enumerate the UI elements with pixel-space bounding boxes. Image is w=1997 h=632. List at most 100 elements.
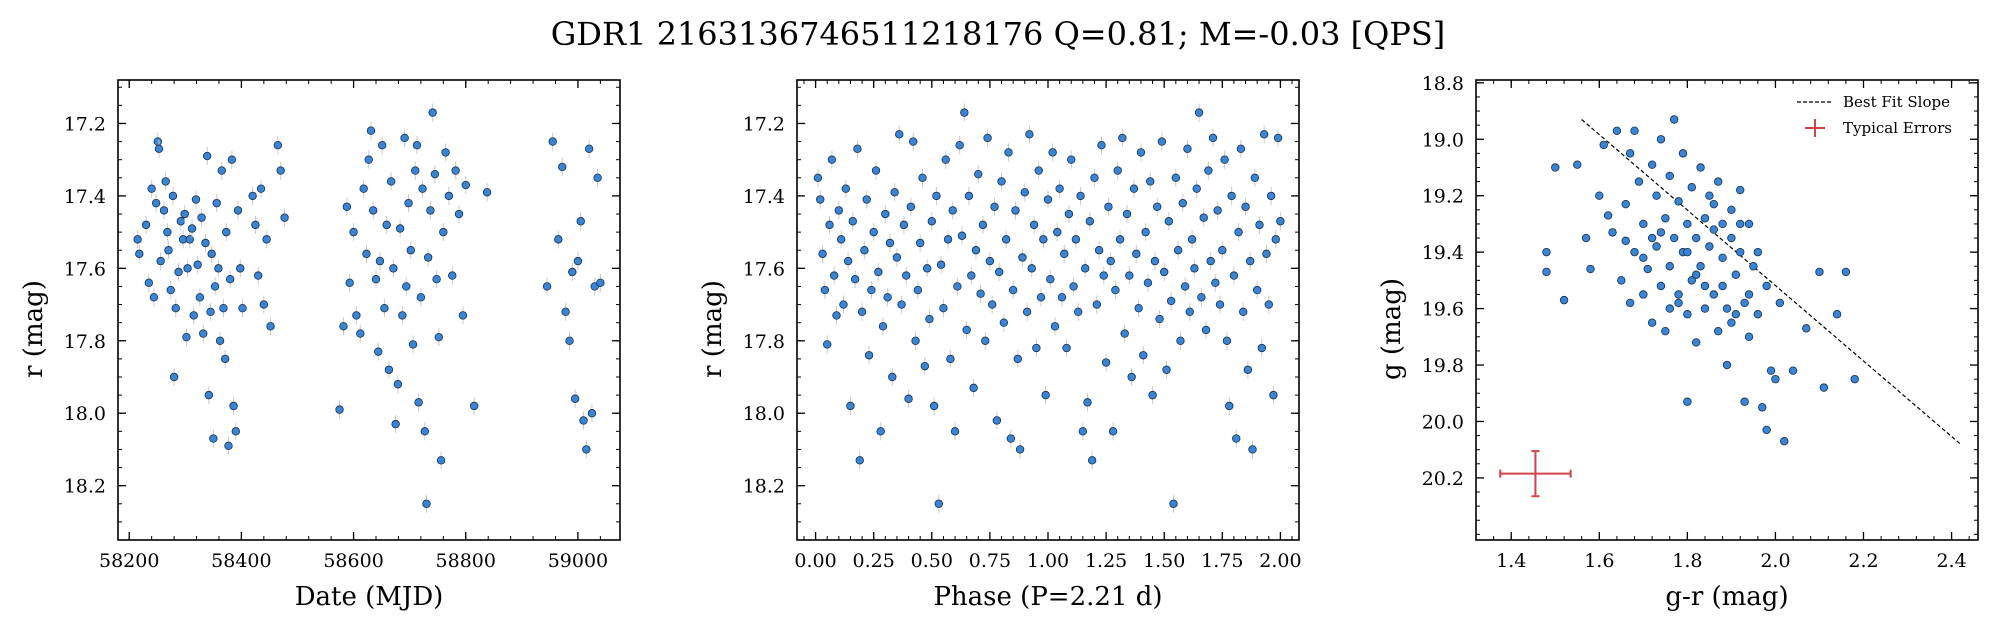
phase-data-point (920, 361, 930, 371)
cmd-data-point (1727, 205, 1736, 215)
cmd-data-point (1709, 199, 1718, 209)
lightcurve-data-point (193, 260, 202, 269)
cmd-data-point (1740, 298, 1749, 308)
phase-data-point (1143, 278, 1153, 288)
phase-data-point (1004, 148, 1013, 157)
phase-data-point (1043, 195, 1053, 204)
phase-data-point (1094, 246, 1104, 255)
cmd-data-point (1634, 177, 1644, 186)
cmd-data-point (1691, 270, 1701, 279)
phase-data-point (834, 206, 844, 215)
lightcurve-data-point (254, 271, 263, 280)
phase-data-point (1178, 198, 1187, 208)
phase-data-point (902, 271, 911, 280)
phase-data-point (913, 285, 923, 295)
phase-data-point (1220, 155, 1229, 164)
phase-data-point (1218, 246, 1227, 255)
legend-error-label: Typical Errors (1843, 119, 1952, 137)
phase-data-point (848, 217, 857, 226)
phase-data-point (1099, 271, 1108, 280)
phase-data-point (1239, 307, 1248, 317)
phase-data-point (1185, 307, 1194, 317)
phase-xtick-label: 0.50 (911, 550, 953, 572)
cmd-xtick-label: 2.4 (1936, 550, 1966, 572)
cmd-xtick-label: 1.6 (1584, 550, 1614, 572)
lightcurve-data-point (441, 148, 450, 157)
lightcurve-data-point (195, 293, 205, 302)
lightcurve-data-point (251, 220, 260, 230)
cmd-data-point (1661, 214, 1670, 223)
phase-data-point (841, 184, 851, 193)
phase-data-point (1129, 184, 1139, 193)
phase-data-point (950, 427, 960, 436)
cmd-xtick-label: 1.8 (1672, 550, 1702, 572)
lightcurve-data-point (154, 144, 164, 154)
phase-data-point (1153, 202, 1162, 211)
cmd-data-point (1744, 332, 1754, 342)
legend-error-swatch (1805, 119, 1825, 137)
lightcurve-data-point (164, 246, 173, 255)
phase-data-point (974, 169, 983, 179)
lightcurve-data-point (402, 282, 411, 291)
figure-title: GDR1 2163136746511218176 Q=0.81; M=-0.03… (551, 15, 1446, 53)
phase-data-point (1162, 365, 1171, 374)
lightcurve-data-point (444, 191, 454, 201)
lightcurve-data-point (199, 329, 208, 338)
phase-data-point (1213, 206, 1222, 215)
phase-data-point (1243, 365, 1253, 374)
phase-data-point (1141, 227, 1150, 237)
phase-xtick-label: 2.00 (1259, 550, 1301, 572)
cmd-data-point (1696, 163, 1705, 172)
phase-data-point (1090, 173, 1099, 182)
lightcurve-data-point (570, 394, 580, 403)
cmd-data-point (1669, 115, 1679, 124)
phase-data-point (1215, 300, 1225, 309)
lightcurve-data-point (582, 445, 591, 454)
cmd-data-point (1586, 264, 1595, 274)
cmd-data-point (1652, 191, 1661, 200)
phase-data-point (983, 133, 992, 143)
phase-data-point (871, 166, 881, 175)
lightcurve-data-point (206, 307, 215, 317)
lightcurve-data-point (362, 249, 371, 259)
lightcurve-data-point (153, 137, 163, 146)
phase-data-point (853, 144, 862, 154)
lightcurve-data-point (430, 169, 440, 179)
lightcurve-data-point (380, 303, 389, 313)
phase-data-point (1132, 249, 1141, 259)
lightcurve-data-point (201, 238, 210, 248)
phase-data-point (915, 238, 925, 248)
lightcurve-data-point (391, 419, 400, 429)
lightcurve-data-point (432, 275, 441, 284)
lightcurve-data-point (426, 206, 435, 215)
cmd-data-point (1758, 403, 1767, 412)
cmd-data-point (1678, 149, 1688, 158)
cmd-xtick-label: 2.2 (1848, 550, 1878, 572)
phase-ytick-label: 17.8 (743, 331, 785, 353)
lightcurve-data-point (356, 329, 365, 338)
typical-error-marker (1499, 450, 1572, 498)
phase-data-point (985, 256, 995, 266)
phase-data-point (899, 220, 909, 230)
phase-data-point (892, 253, 902, 262)
lightcurve-data-point (259, 300, 269, 309)
lightcurve-data-point (176, 217, 186, 226)
lightcurve-data-point (224, 441, 233, 451)
lightcurve-data-point (141, 220, 151, 230)
cmd-data-point (1630, 126, 1639, 135)
cmd-data-point (1731, 310, 1741, 319)
cmd-data-point (1775, 298, 1785, 308)
phase-data-point (1234, 227, 1243, 237)
phase-data-point (864, 351, 874, 360)
phase-data-point (1074, 307, 1083, 317)
lightcurve-data-point (436, 456, 446, 465)
lightcurve-data-point (187, 224, 197, 233)
phase-data-point (922, 264, 932, 273)
phase-data-point (988, 300, 997, 309)
phase-data-point (1204, 166, 1213, 175)
phase-data-point (1069, 282, 1078, 291)
phase-data-point (825, 220, 834, 230)
cmd-data-point (1727, 318, 1736, 327)
phase-data-point (1206, 256, 1215, 266)
lightcurve-data-point (349, 227, 358, 237)
